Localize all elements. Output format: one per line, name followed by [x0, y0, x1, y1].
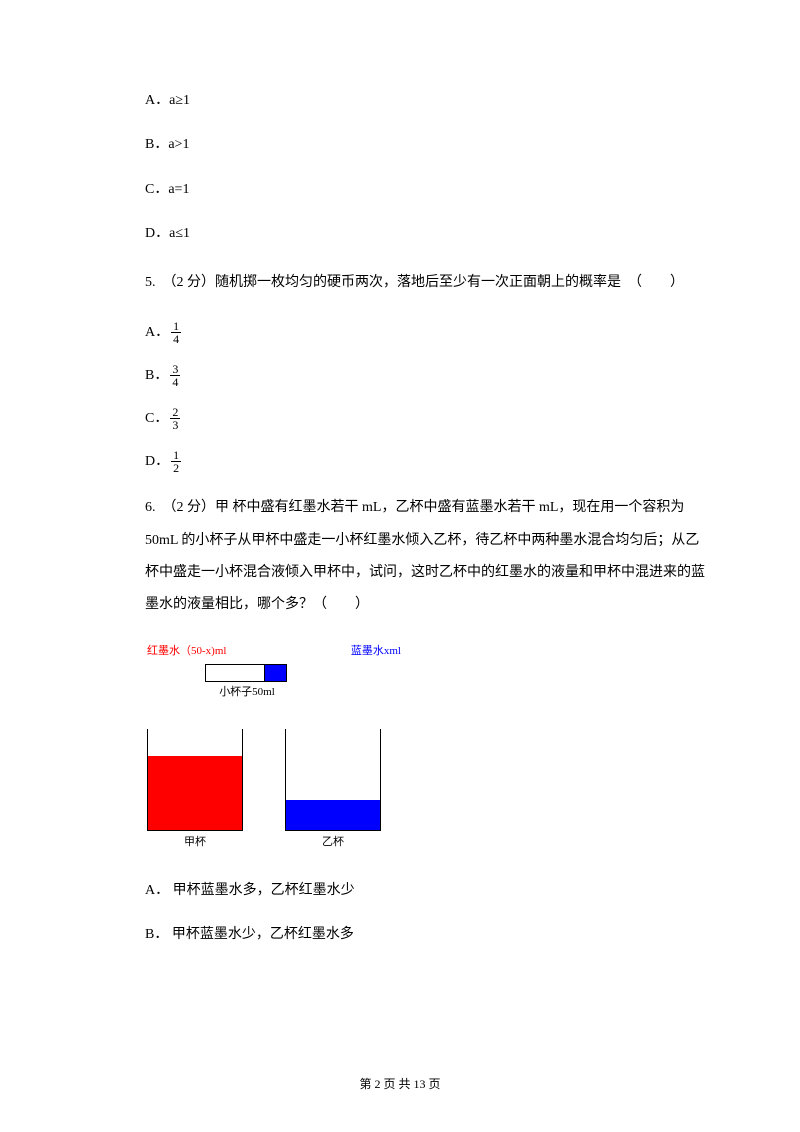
- q5-option-d: D． 1 2: [145, 449, 705, 474]
- q5-option-a: A． 1 4: [145, 320, 705, 345]
- page-footer: 第 2 页 共 13 页: [0, 1075, 800, 1094]
- q6-text: 6. （2 分）甲 杯中盛有红墨水若干 mL，乙杯中盛有蓝墨水若干 mL，现在用…: [145, 500, 705, 612]
- red-ink-label: 红墨水（50-x)ml: [147, 643, 226, 661]
- diagram: 红墨水（50-x)ml 蓝墨水xml 小杯子50ml 甲杯 乙杯: [145, 643, 405, 852]
- fraction-icon: 1 2: [171, 449, 181, 474]
- cup-b-wrap: 乙杯: [285, 729, 381, 852]
- q6-option-a: A． 甲杯蓝墨水多，乙杯红墨水少: [145, 880, 705, 902]
- q5-c-label: C．: [145, 408, 168, 430]
- option-b: B．a>1: [145, 134, 705, 156]
- small-cup-fill: [265, 664, 287, 682]
- q6-option-b: B． 甲杯蓝墨水少，乙杯红墨水多: [145, 924, 705, 946]
- fraction-icon: 3 4: [170, 363, 180, 388]
- fraction-icon: 2 3: [170, 406, 180, 431]
- option-c: C．a=1: [145, 179, 705, 201]
- cup-b-icon: [285, 729, 381, 831]
- small-cup-icon: [205, 664, 405, 682]
- blue-ink-label: 蓝墨水xml: [351, 643, 401, 661]
- q5-text: 5. （2 分）随机掷一枚均匀的硬币两次，落地后至少有一次正面朝上的概率是 （ …: [145, 275, 684, 290]
- fraction-icon: 1 4: [171, 320, 181, 345]
- question-5: 5. （2 分）随机掷一枚均匀的硬币两次，落地后至少有一次正面朝上的概率是 （ …: [95, 268, 705, 299]
- question-6: 6. （2 分）甲 杯中盛有红墨水若干 mL，乙杯中盛有蓝墨水若干 mL，现在用…: [145, 492, 705, 621]
- cup-a-wrap: 甲杯: [147, 729, 243, 852]
- option-a: A．a≥1: [145, 90, 705, 112]
- cup-a-fill: [148, 756, 242, 830]
- cup-b-fill: [286, 800, 380, 830]
- q5-option-b: B． 3 4: [145, 363, 705, 388]
- cup-b-label: 乙杯: [322, 834, 344, 852]
- q5-option-c: C． 2 3: [145, 406, 705, 431]
- cup-a-label: 甲杯: [184, 834, 206, 852]
- q5-d-label: D．: [145, 451, 169, 473]
- q5-b-label: B．: [145, 365, 168, 387]
- small-cup-empty: [205, 664, 265, 682]
- small-cup-label: 小杯子50ml: [207, 684, 287, 702]
- cup-a-icon: [147, 729, 243, 831]
- option-d: D．a≤1: [145, 223, 705, 245]
- q5-a-label: A．: [145, 322, 169, 344]
